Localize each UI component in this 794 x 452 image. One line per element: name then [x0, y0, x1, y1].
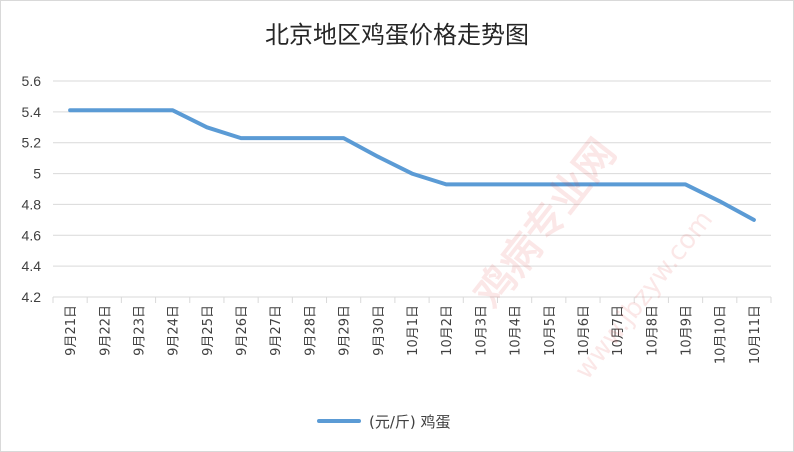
- x-tick-label: 10月10日: [714, 305, 729, 364]
- x-tick-label: 10月6日: [577, 305, 592, 356]
- x-tick-label: 10月9日: [680, 305, 695, 356]
- x-tick-label: 9月30日: [372, 305, 387, 356]
- legend-label: (元/斤) 鸡蛋: [369, 412, 451, 431]
- y-tick-label: 4.6: [22, 227, 42, 243]
- chart-title: 北京地区鸡蛋价格走势图: [265, 21, 529, 49]
- legend: (元/斤) 鸡蛋: [317, 411, 451, 431]
- x-tick-label: 10月2日: [440, 305, 455, 356]
- x-tick-label: 9月21日: [64, 305, 79, 356]
- y-tick-label: 4.8: [22, 196, 42, 212]
- y-tick-label: 5.6: [22, 73, 42, 89]
- y-tick-label: 4.4: [22, 258, 42, 274]
- x-tick-label: 9月24日: [167, 305, 182, 356]
- x-tick-label: 10月1日: [406, 305, 421, 356]
- x-tick-label: 9月29日: [338, 305, 353, 356]
- x-tick-label: 9月25日: [201, 305, 216, 356]
- x-tick-label: 9月27日: [269, 305, 284, 356]
- x-tick-label: 9月22日: [98, 305, 113, 356]
- x-tick-label: 10月3日: [474, 305, 489, 356]
- x-tick-label: 9月28日: [303, 305, 318, 356]
- x-tick-label: 10月7日: [611, 305, 626, 356]
- x-tick-label: 9月23日: [132, 305, 147, 356]
- y-tick-label: 5: [33, 166, 41, 182]
- x-tick-label: 10月4日: [509, 305, 524, 356]
- series-line-eggs: [68, 108, 756, 222]
- x-tick-label: 10月8日: [645, 305, 660, 356]
- x-tick-label: 10月11日: [748, 305, 763, 364]
- x-tick-label: 10月5日: [543, 305, 558, 356]
- y-tick-label: 4.2: [22, 289, 42, 305]
- y-tick-label: 5.4: [22, 104, 42, 120]
- legend-line-swatch: [317, 419, 361, 423]
- x-tick-label: 9月26日: [235, 305, 250, 356]
- y-tick-label: 5.2: [22, 135, 42, 151]
